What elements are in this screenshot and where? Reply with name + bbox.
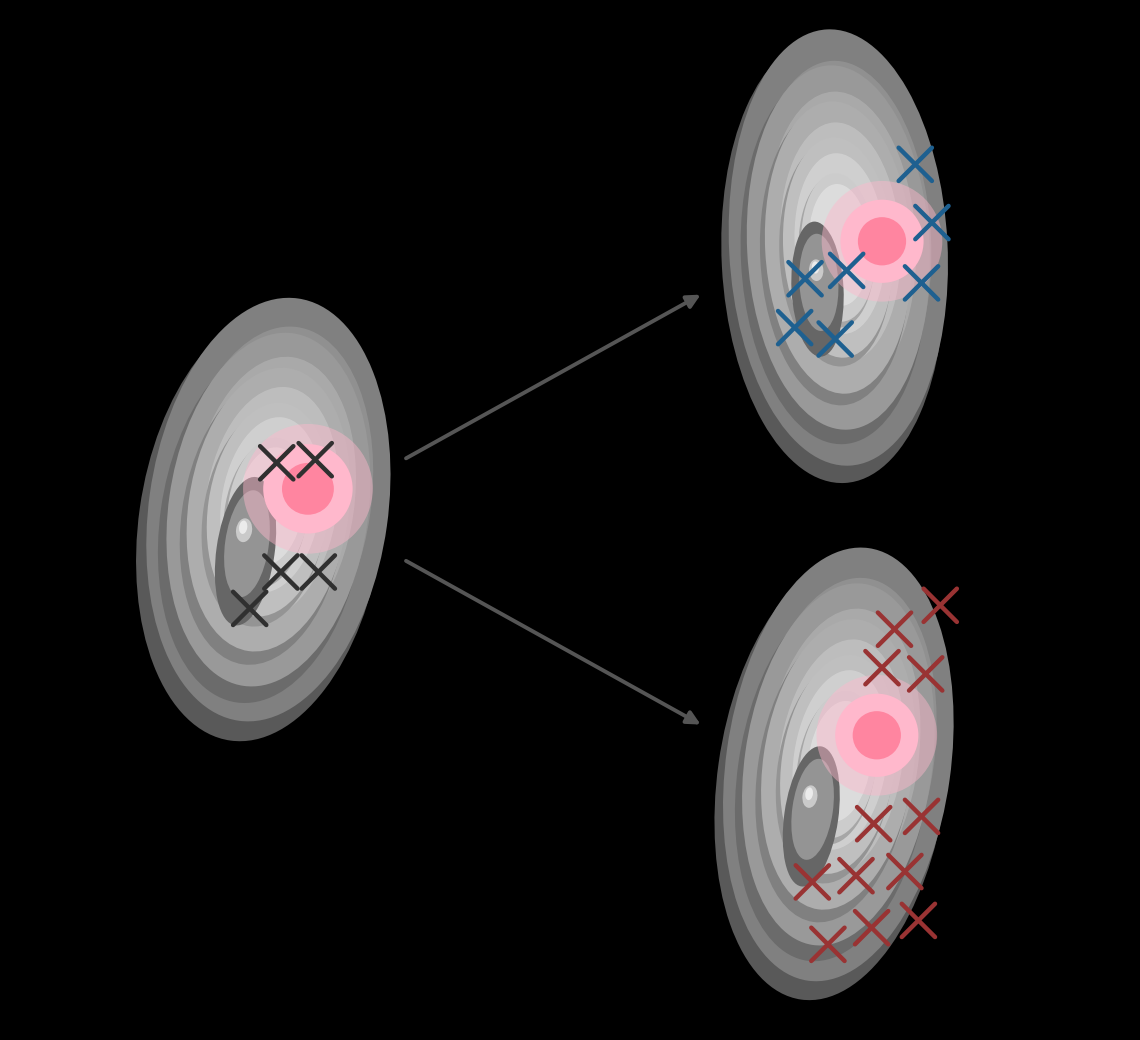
Ellipse shape [723, 548, 954, 981]
Ellipse shape [742, 583, 935, 945]
Ellipse shape [189, 357, 356, 647]
Ellipse shape [780, 123, 901, 362]
Ellipse shape [763, 608, 920, 906]
Ellipse shape [223, 441, 308, 589]
Ellipse shape [202, 409, 327, 626]
Ellipse shape [173, 327, 373, 674]
Ellipse shape [803, 785, 817, 808]
Ellipse shape [812, 261, 819, 274]
Ellipse shape [166, 333, 370, 686]
Ellipse shape [728, 29, 948, 466]
Ellipse shape [187, 368, 350, 651]
Ellipse shape [858, 217, 906, 265]
Ellipse shape [747, 66, 930, 430]
Ellipse shape [236, 518, 252, 542]
Ellipse shape [783, 747, 840, 886]
Ellipse shape [796, 694, 877, 844]
Ellipse shape [791, 222, 844, 357]
Ellipse shape [776, 660, 895, 883]
Ellipse shape [239, 521, 247, 534]
Ellipse shape [227, 438, 310, 581]
Ellipse shape [715, 557, 950, 1000]
Ellipse shape [777, 640, 904, 878]
Ellipse shape [236, 447, 304, 566]
Ellipse shape [840, 200, 923, 283]
Ellipse shape [762, 619, 915, 910]
Ellipse shape [766, 92, 917, 390]
Ellipse shape [791, 759, 834, 860]
Ellipse shape [214, 477, 276, 625]
Ellipse shape [206, 402, 331, 617]
Ellipse shape [751, 60, 931, 419]
Ellipse shape [263, 444, 352, 534]
Ellipse shape [225, 490, 270, 597]
Ellipse shape [805, 787, 813, 800]
Ellipse shape [204, 387, 339, 620]
Ellipse shape [735, 592, 931, 961]
Ellipse shape [799, 234, 838, 331]
Ellipse shape [136, 309, 385, 742]
Ellipse shape [853, 711, 901, 759]
Ellipse shape [282, 463, 334, 515]
Ellipse shape [158, 342, 366, 703]
Ellipse shape [822, 181, 943, 302]
Ellipse shape [816, 675, 937, 796]
Ellipse shape [783, 137, 894, 358]
Ellipse shape [780, 655, 896, 874]
Ellipse shape [765, 101, 912, 394]
Ellipse shape [220, 417, 321, 593]
Ellipse shape [807, 701, 872, 822]
Ellipse shape [146, 297, 391, 722]
Ellipse shape [756, 626, 913, 922]
Ellipse shape [741, 73, 927, 444]
Ellipse shape [760, 107, 910, 406]
Ellipse shape [748, 578, 937, 934]
Ellipse shape [808, 184, 870, 306]
Ellipse shape [243, 424, 373, 553]
Ellipse shape [792, 670, 888, 850]
Ellipse shape [780, 141, 893, 366]
Ellipse shape [722, 38, 945, 483]
Ellipse shape [795, 153, 886, 334]
Ellipse shape [799, 691, 878, 838]
Ellipse shape [836, 694, 919, 777]
Ellipse shape [801, 174, 876, 321]
Ellipse shape [180, 375, 347, 665]
Ellipse shape [809, 259, 823, 281]
Ellipse shape [798, 176, 874, 328]
